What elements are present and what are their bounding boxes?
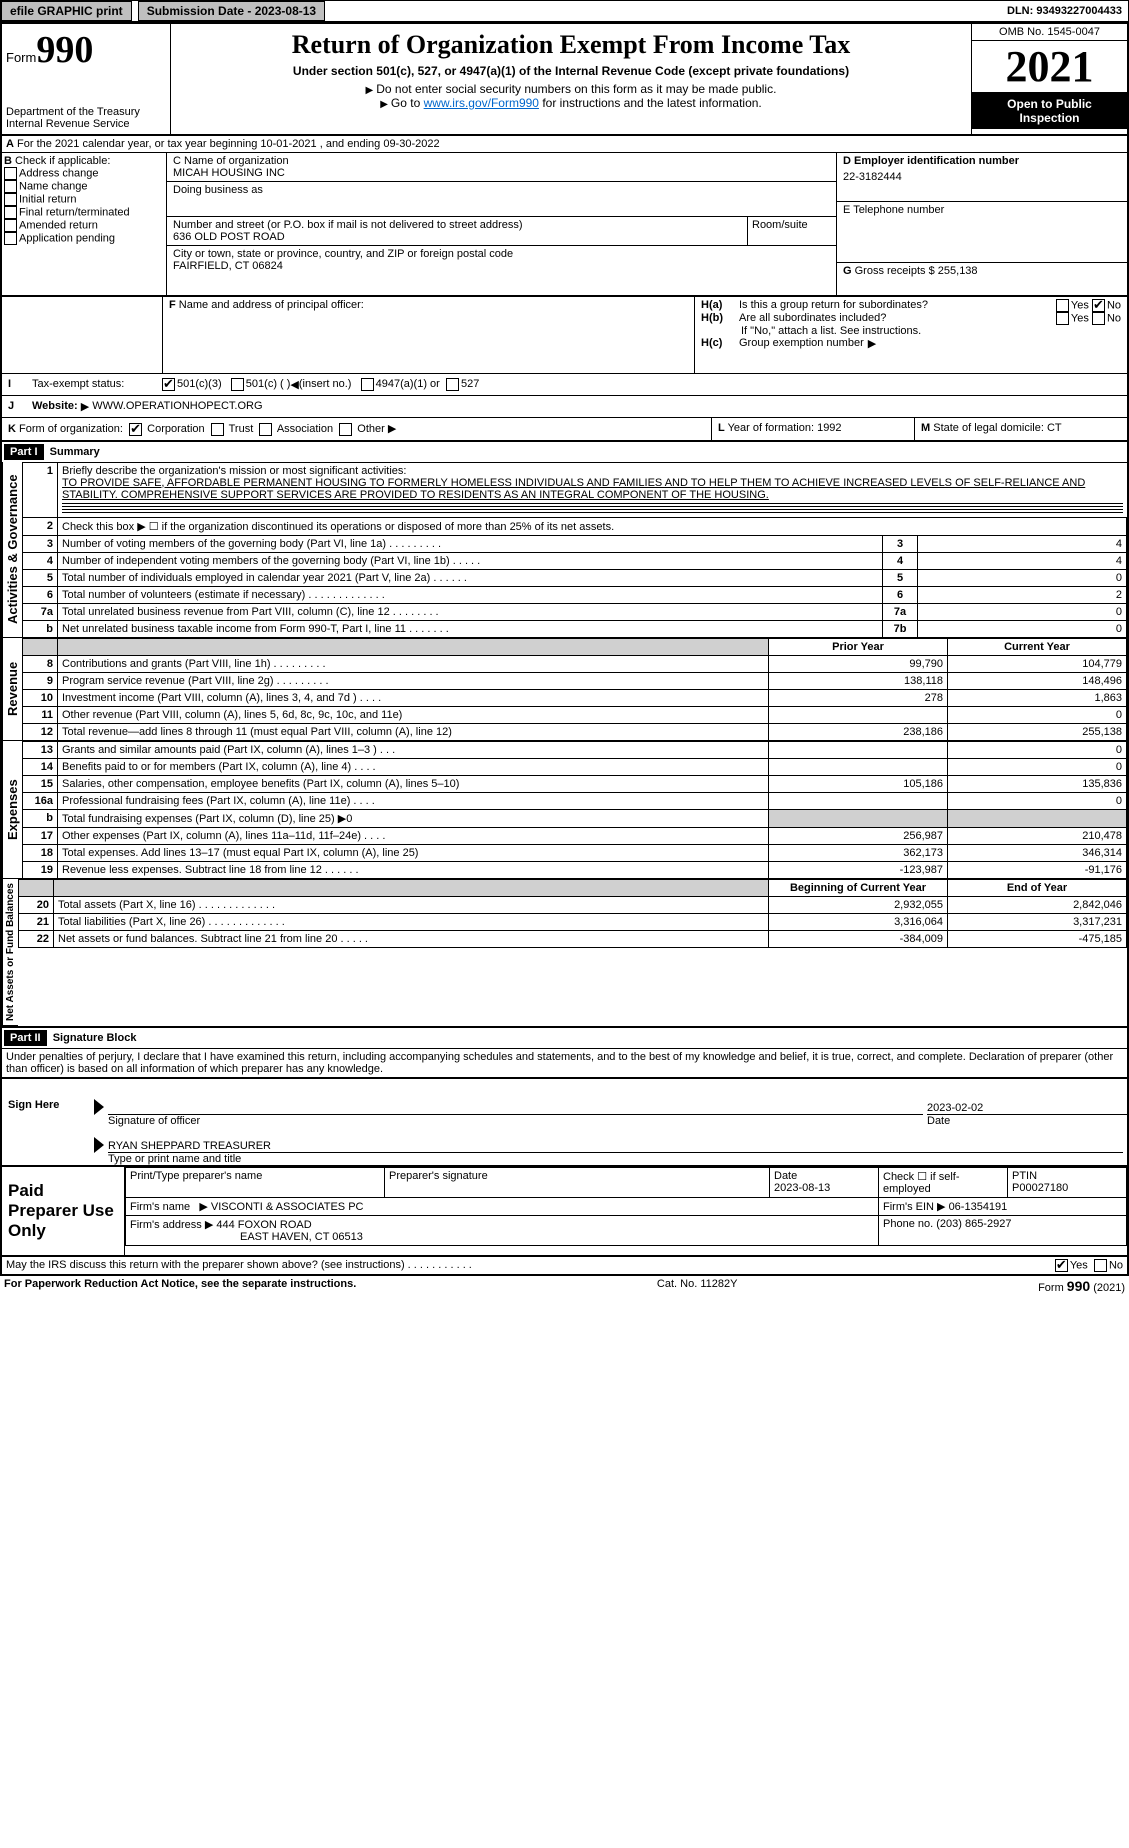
paid-preparer-label: Paid Preparer Use Only [2, 1167, 124, 1255]
501c-checkbox[interactable] [231, 378, 244, 391]
gross-receipts: 255,138 [938, 265, 978, 277]
sig-arrow-icon [94, 1137, 104, 1153]
tax-year: 2021 [972, 41, 1127, 93]
street-address: 636 OLD POST ROAD [173, 231, 741, 243]
form-subtitle: Under section 501(c), 527, or 4947(a)(1)… [177, 64, 965, 78]
dept-label: Department of the Treasury [6, 106, 166, 118]
v7b: 0 [918, 620, 1127, 637]
irs-label: Internal Revenue Service [6, 118, 166, 130]
side-expenses: Expenses [2, 741, 22, 879]
side-activities: Activities & Governance [2, 462, 22, 638]
v4: 4 [918, 552, 1127, 569]
side-netassets: Net Assets or Fund Balances [2, 879, 18, 1026]
assoc-checkbox[interactable] [259, 423, 272, 436]
address-change-checkbox[interactable] [4, 167, 17, 180]
firm-phone: (203) 865-2927 [936, 1218, 1011, 1230]
submission-date-button[interactable]: Submission Date - 2023-08-13 [138, 1, 325, 21]
firm-name: VISCONTI & ASSOCIATES PC [211, 1201, 364, 1213]
form-header: Form990 Department of the Treasury Inter… [0, 22, 1129, 136]
initial-return-checkbox[interactable] [4, 193, 17, 206]
4947-checkbox[interactable] [361, 378, 374, 391]
tax-year-line: For the 2021 calendar year, or tax year … [17, 138, 440, 150]
open-inspection-label: Open to Public Inspection [972, 93, 1127, 129]
amended-return-checkbox[interactable] [4, 219, 17, 232]
org-info-block: B Check if applicable: Address change Na… [0, 152, 1129, 297]
mission-text: TO PROVIDE SAFE, AFFORDABLE PERMANENT HO… [62, 477, 1085, 501]
form-title: Return of Organization Exempt From Incom… [177, 30, 965, 60]
form-number: 990 [36, 29, 93, 71]
ha-yes-checkbox[interactable] [1056, 299, 1069, 312]
org-name: MICAH HOUSING INC [173, 167, 830, 179]
501c3-checkbox[interactable] [162, 378, 175, 391]
sign-here-label: Sign Here [2, 1079, 94, 1165]
city-state-zip: FAIRFIELD, CT 06824 [173, 260, 830, 272]
final-return-checkbox[interactable] [4, 206, 17, 219]
ein-value: 22-3182444 [843, 167, 1121, 183]
sig-arrow-icon [94, 1099, 104, 1115]
form-label: Form [6, 50, 36, 65]
ha-no-checkbox[interactable] [1092, 299, 1105, 312]
website-value: WWW.OPERATIONHOPECT.ORG [92, 400, 262, 413]
bullet1: Do not enter social security numbers on … [376, 82, 776, 96]
top-bar: efile GRAPHIC print Submission Date - 20… [0, 0, 1129, 22]
v5: 0 [918, 569, 1127, 586]
dln-label: DLN: 93493227004433 [1001, 1, 1128, 21]
sign-date: 2023-02-02 [927, 1102, 1127, 1115]
v3: 4 [918, 535, 1127, 552]
v7a: 0 [918, 603, 1127, 620]
efile-print-button[interactable]: efile GRAPHIC print [1, 1, 132, 21]
discuss-no-checkbox[interactable] [1094, 1259, 1107, 1272]
part2-label: Part II [4, 1030, 47, 1046]
trust-checkbox[interactable] [211, 423, 224, 436]
officer-name: RYAN SHEPPARD TREASURER [108, 1140, 1123, 1153]
application-pending-checkbox[interactable] [4, 232, 17, 245]
hb-no-checkbox[interactable] [1092, 312, 1105, 325]
side-revenue: Revenue [2, 638, 22, 741]
corp-checkbox[interactable] [129, 423, 142, 436]
527-checkbox[interactable] [446, 378, 459, 391]
other-checkbox[interactable] [339, 423, 352, 436]
irs-link[interactable]: www.irs.gov/Form990 [424, 96, 539, 110]
firm-ein: 06-1354191 [949, 1201, 1008, 1213]
part1-label: Part I [4, 444, 44, 460]
declaration-text: Under penalties of perjury, I declare th… [0, 1048, 1129, 1079]
name-change-checkbox[interactable] [4, 180, 17, 193]
omb-label: OMB No. 1545-0047 [972, 24, 1127, 41]
hb-yes-checkbox[interactable] [1056, 312, 1069, 325]
v6: 2 [918, 586, 1127, 603]
pra-notice: For Paperwork Reduction Act Notice, see … [4, 1278, 356, 1294]
discuss-yes-checkbox[interactable] [1055, 1259, 1068, 1272]
